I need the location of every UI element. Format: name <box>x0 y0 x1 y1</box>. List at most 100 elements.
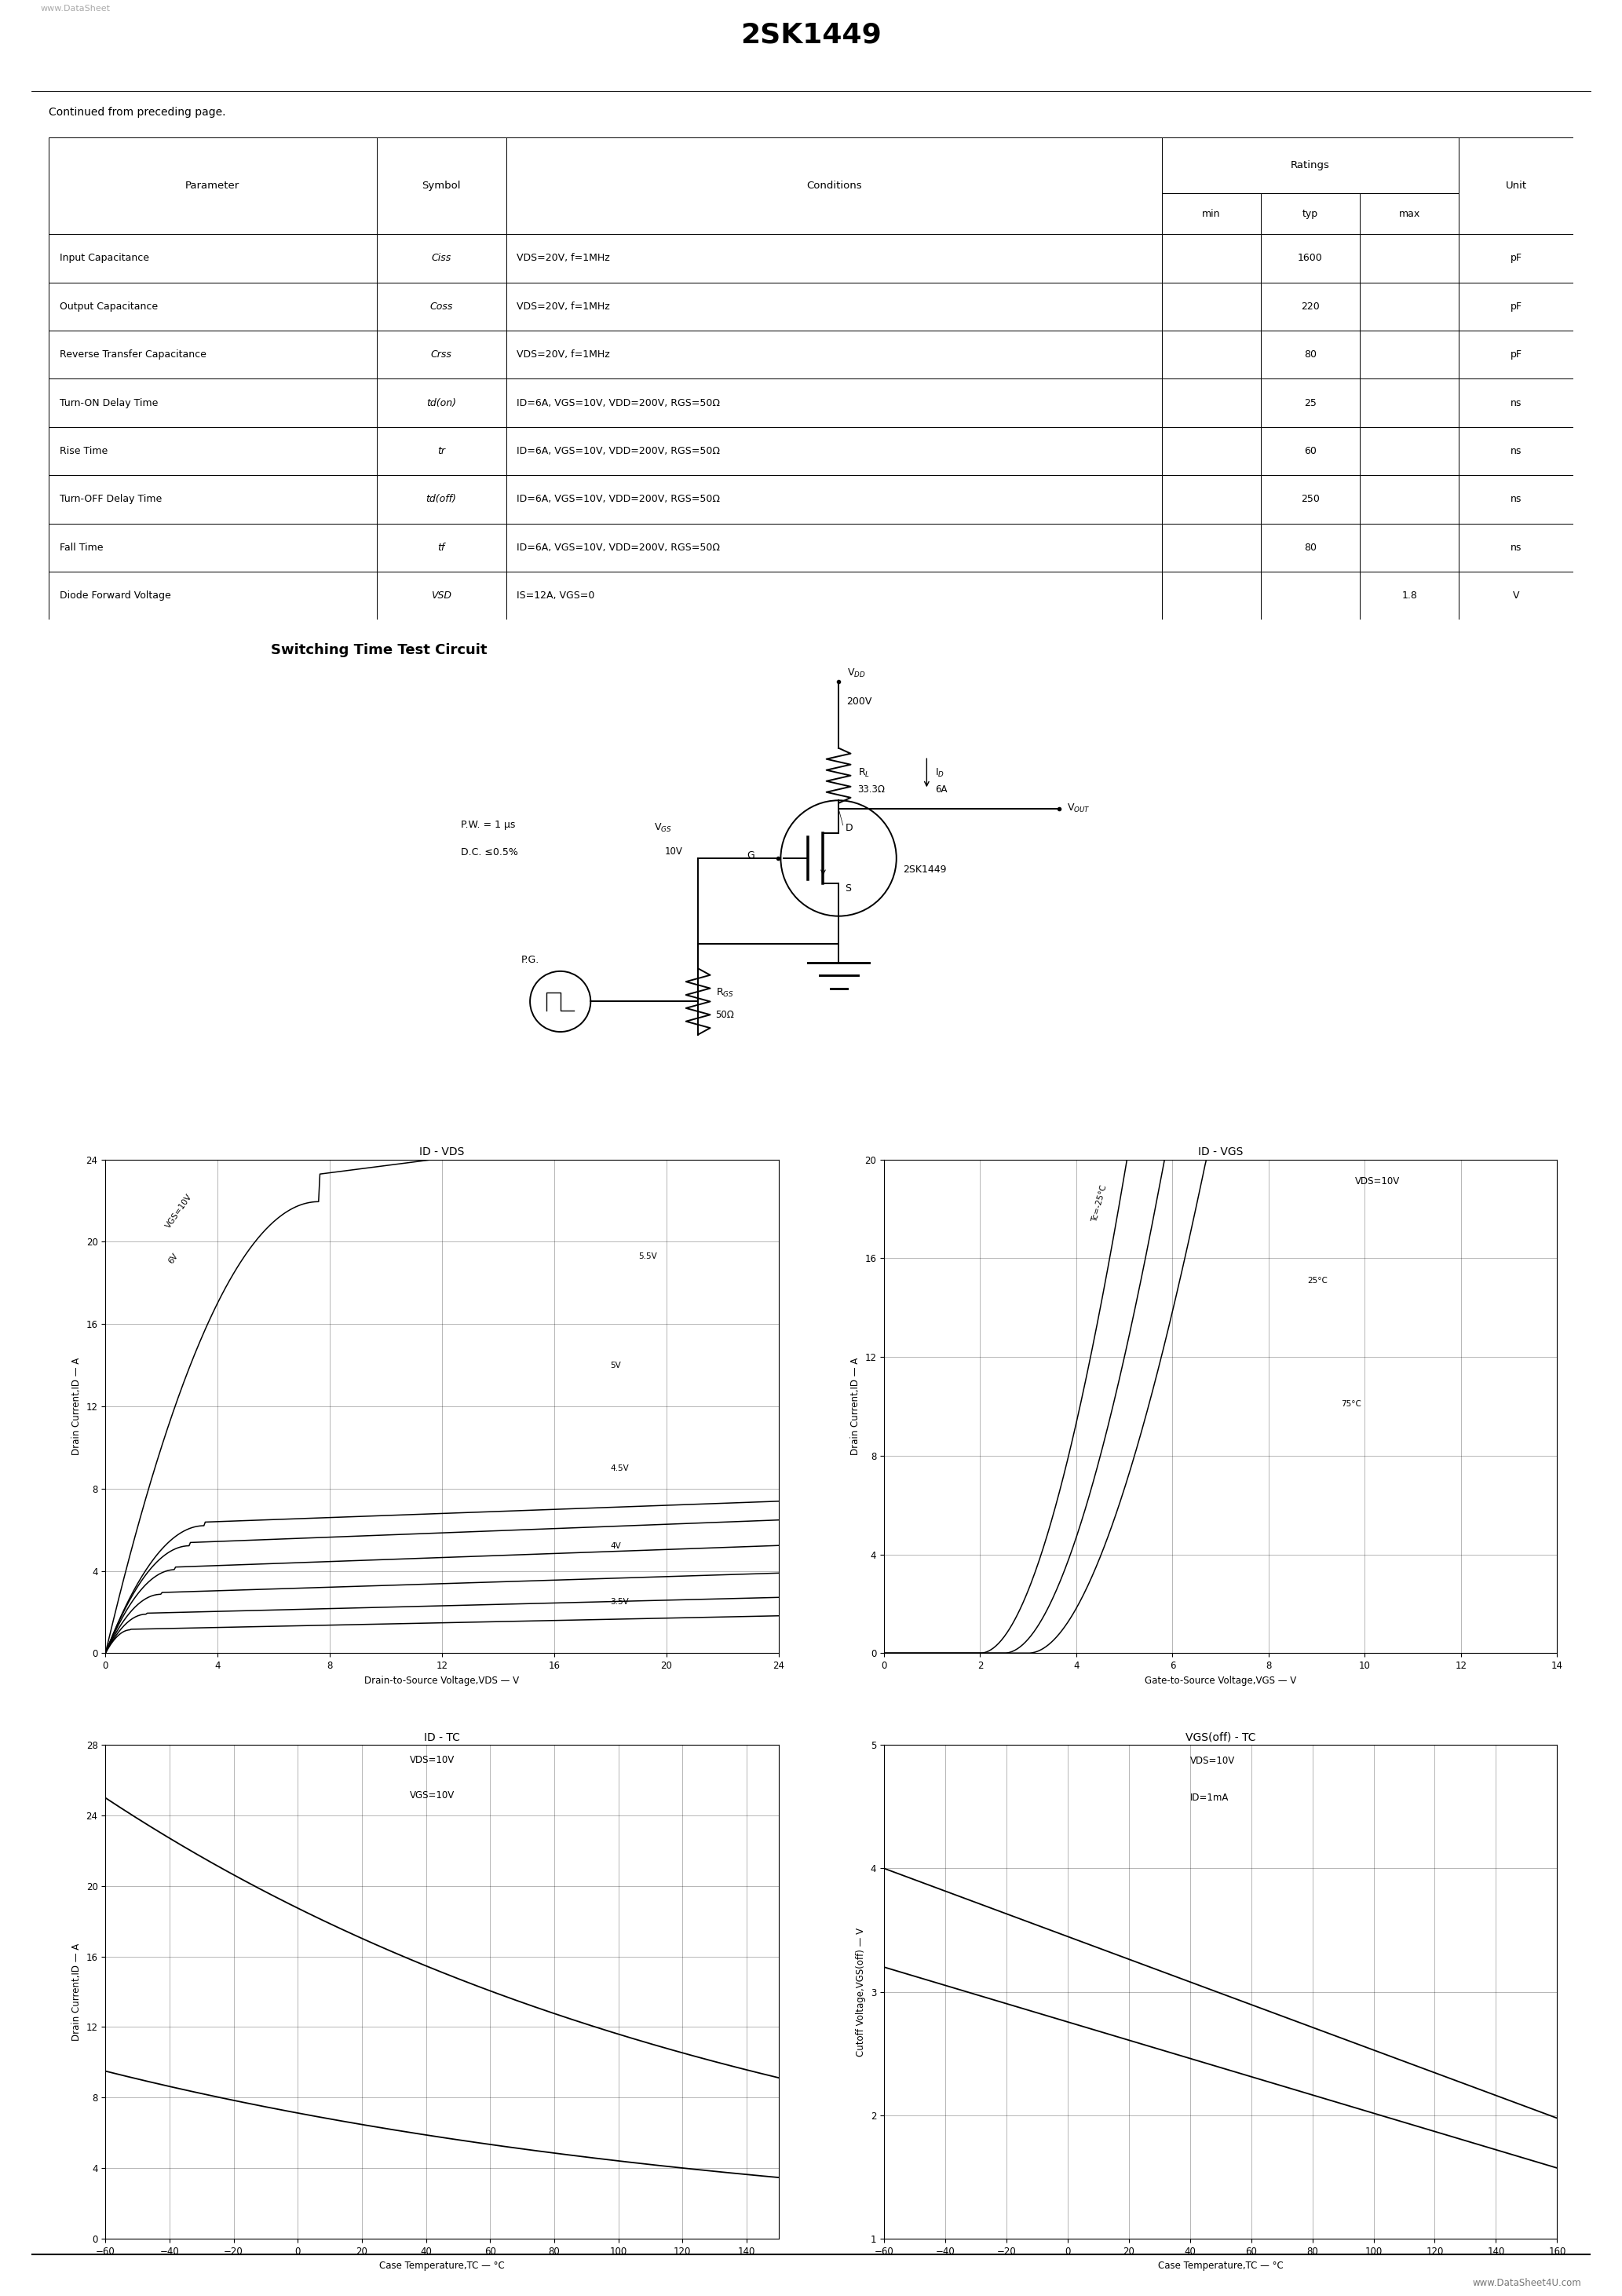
Bar <box>1161 427 1260 475</box>
Bar <box>1260 234 1359 282</box>
Text: D: D <box>845 822 853 833</box>
Text: www.DataSheet: www.DataSheet <box>41 5 110 11</box>
Bar <box>506 427 1161 475</box>
Text: Parameter: Parameter <box>185 181 240 191</box>
Text: VDS=10V: VDS=10V <box>1356 1176 1400 1187</box>
Text: Turn-ON Delay Time: Turn-ON Delay Time <box>60 397 157 409</box>
Bar <box>49 523 376 572</box>
Bar <box>1460 331 1573 379</box>
Bar <box>1161 523 1260 572</box>
Bar <box>49 138 376 234</box>
Text: 250: 250 <box>1301 494 1320 505</box>
Text: 5.5V: 5.5V <box>639 1251 657 1261</box>
Y-axis label: Cutoff Voltage,VGS(off) — V: Cutoff Voltage,VGS(off) — V <box>856 1926 866 2057</box>
Bar <box>506 138 1161 234</box>
Text: 220: 220 <box>1301 301 1320 312</box>
Text: S: S <box>845 884 852 893</box>
Text: V$_{DD}$: V$_{DD}$ <box>847 668 866 680</box>
Text: ID=6A, VGS=10V, VDD=200V, RGS=50Ω: ID=6A, VGS=10V, VDD=200V, RGS=50Ω <box>517 542 720 553</box>
Text: V$_{OUT}$: V$_{OUT}$ <box>1067 804 1090 815</box>
Text: Ratings: Ratings <box>1291 161 1330 170</box>
Y-axis label: Drain Current,ID — A: Drain Current,ID — A <box>71 1357 81 1456</box>
Bar <box>1260 193 1359 234</box>
Bar <box>506 379 1161 427</box>
Text: pF: pF <box>1510 349 1521 360</box>
Text: VDS=10V: VDS=10V <box>1191 1756 1234 1766</box>
Bar <box>1460 523 1573 572</box>
Text: typ: typ <box>1302 209 1319 218</box>
Bar <box>1460 379 1573 427</box>
Text: 2SK1449: 2SK1449 <box>740 21 882 48</box>
Bar <box>506 331 1161 379</box>
Title: ID - VDS: ID - VDS <box>420 1146 464 1157</box>
Bar <box>1260 379 1359 427</box>
Text: G: G <box>746 850 754 861</box>
Bar <box>376 475 506 523</box>
Text: VGS=10V: VGS=10V <box>164 1192 193 1231</box>
Text: R$_L$: R$_L$ <box>858 767 869 778</box>
Bar <box>1460 282 1573 331</box>
Text: 80: 80 <box>1304 349 1317 360</box>
Bar <box>1260 475 1359 523</box>
Y-axis label: Drain Current,ID — A: Drain Current,ID — A <box>850 1357 860 1456</box>
Title: ID - VGS: ID - VGS <box>1199 1146 1242 1157</box>
Text: 4V: 4V <box>610 1543 621 1550</box>
Text: VGS=10V: VGS=10V <box>410 1791 454 1800</box>
Bar <box>1260 523 1359 572</box>
Bar <box>1359 193 1460 234</box>
Text: V: V <box>1513 590 1520 602</box>
Text: 25°C: 25°C <box>1307 1277 1327 1283</box>
Bar <box>49 331 376 379</box>
Text: Conditions: Conditions <box>806 181 861 191</box>
Text: td(off): td(off) <box>427 494 456 505</box>
Text: V$_{GS}$: V$_{GS}$ <box>654 822 672 833</box>
Bar <box>1161 475 1260 523</box>
X-axis label: Case Temperature,TC — °C: Case Temperature,TC — °C <box>380 2262 504 2271</box>
Bar <box>1359 427 1460 475</box>
Text: Switching Time Test Circuit: Switching Time Test Circuit <box>271 643 487 657</box>
Bar <box>1161 282 1260 331</box>
Bar <box>49 234 376 282</box>
Bar <box>376 572 506 620</box>
Text: 80: 80 <box>1304 542 1317 553</box>
Text: ns: ns <box>1510 494 1521 505</box>
Bar <box>1359 572 1460 620</box>
Bar <box>506 572 1161 620</box>
Text: IS=12A, VGS=0: IS=12A, VGS=0 <box>517 590 595 602</box>
Text: www.DataSheet4U.com: www.DataSheet4U.com <box>1473 2278 1581 2289</box>
Bar <box>376 234 506 282</box>
Text: ID=6A, VGS=10V, VDD=200V, RGS=50Ω: ID=6A, VGS=10V, VDD=200V, RGS=50Ω <box>517 445 720 457</box>
Text: 25: 25 <box>1304 397 1317 409</box>
Bar <box>376 138 506 234</box>
Bar <box>1260 427 1359 475</box>
Text: pF: pF <box>1510 253 1521 264</box>
Bar <box>1359 331 1460 379</box>
Text: tf: tf <box>438 542 444 553</box>
Bar <box>1460 475 1573 523</box>
Text: Coss: Coss <box>430 301 453 312</box>
Text: Crss: Crss <box>431 349 453 360</box>
Text: Diode Forward Voltage: Diode Forward Voltage <box>60 590 170 602</box>
Bar <box>1460 572 1573 620</box>
Text: 6A: 6A <box>934 785 947 794</box>
Bar <box>49 379 376 427</box>
Text: 50Ω: 50Ω <box>715 1010 735 1019</box>
Bar <box>1161 331 1260 379</box>
Bar <box>1359 234 1460 282</box>
Bar <box>49 282 376 331</box>
Text: P.W. = 1 μs: P.W. = 1 μs <box>461 820 516 831</box>
Text: ID=1mA: ID=1mA <box>1191 1793 1229 1802</box>
Text: Symbol: Symbol <box>422 181 461 191</box>
Y-axis label: Drain Current,ID — A: Drain Current,ID — A <box>71 1942 81 2041</box>
Text: 200V: 200V <box>847 696 873 707</box>
Text: VDS=20V, f=1MHz: VDS=20V, f=1MHz <box>517 253 610 264</box>
Text: I$_D$: I$_D$ <box>934 767 944 778</box>
Text: pF: pF <box>1510 301 1521 312</box>
Text: Output Capacitance: Output Capacitance <box>60 301 157 312</box>
Text: 5V: 5V <box>610 1362 621 1368</box>
Bar <box>1161 138 1460 193</box>
Bar <box>376 282 506 331</box>
Text: Rise Time: Rise Time <box>60 445 107 457</box>
Text: 75°C: 75°C <box>1341 1401 1361 1407</box>
Bar <box>1260 572 1359 620</box>
